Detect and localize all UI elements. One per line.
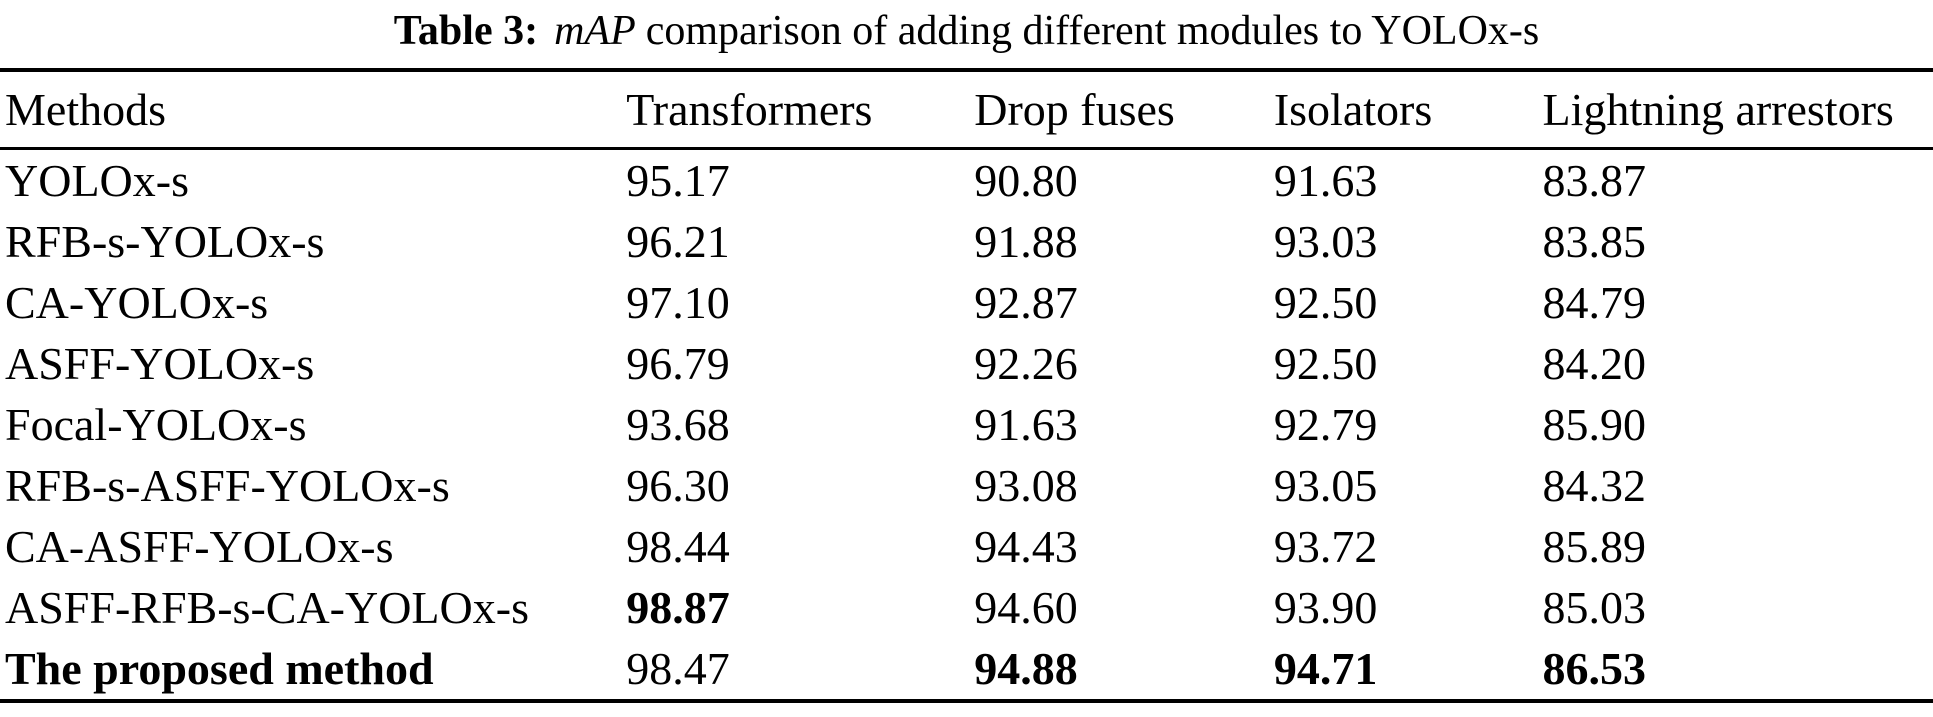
value-cell: 98.44 [626,521,730,572]
table-row: YOLOx-s 95.17 90.80 91.63 83.87 [0,149,1933,212]
value-cell: 93.68 [626,399,730,450]
value-cell: 92.87 [974,277,1078,328]
table-row: CA-ASFF-YOLOx-s 98.44 94.43 93.72 85.89 [0,516,1933,577]
value-cell: 93.08 [974,460,1078,511]
value-cell: 84.79 [1542,277,1647,328]
caption-text: comparison of adding different modules t… [645,8,1540,54]
value-cell: 91.88 [974,216,1078,267]
value-cell: 92.50 [1273,338,1378,389]
value-cell: 94.88 [974,643,1078,694]
method-cell: CA-YOLOx-s [5,277,269,328]
value-cell: 97.10 [626,277,730,328]
value-cell: 85.89 [1542,521,1647,572]
value-cell: 92.50 [1273,277,1378,328]
caption-label: Table 3: [393,8,539,54]
value-cell: 85.03 [1542,582,1647,633]
column-header-methods: Methods [0,70,627,150]
value-cell: 98.87 [626,582,730,633]
table-row: RFB-s-YOLOx-s 96.21 91.88 93.03 83.85 [0,211,1933,272]
value-cell: 93.72 [1273,521,1378,572]
value-cell: 96.21 [626,216,730,267]
value-cell: 93.90 [1273,582,1378,633]
table-row: ASFF-YOLOx-s 96.79 92.26 92.50 84.20 [0,333,1933,394]
method-cell: ASFF-YOLOx-s [5,338,315,389]
value-cell: 98.47 [626,643,730,694]
value-cell: 91.63 [974,399,1078,450]
value-cell: 93.03 [1273,216,1378,267]
table-row: RFB-s-ASFF-YOLOx-s 96.30 93.08 93.05 84.32 [0,455,1933,516]
value-cell: 86.53 [1542,643,1647,694]
column-header-transformers: Transformers [626,70,975,150]
header-row: Methods Transformers Drop fuses Isolator… [0,70,1933,150]
value-cell: 94.71 [1273,643,1378,694]
value-cell: 94.60 [974,582,1078,633]
column-header-lightning-arrestors: Lightning arrestors [1542,70,1933,150]
value-cell: 83.87 [1542,155,1647,206]
column-header-isolators: Isolators [1273,70,1543,150]
value-cell: 84.32 [1542,460,1647,511]
value-cell: 96.79 [626,338,730,389]
method-cell: CA-ASFF-YOLOx-s [5,521,394,572]
value-cell: 91.63 [1273,155,1378,206]
method-cell: YOLOx-s [5,155,189,206]
caption-italic-term: mAP [554,8,636,54]
value-cell: 96.30 [626,460,730,511]
table-row: CA-YOLOx-s 97.10 92.87 92.50 84.79 [0,272,1933,333]
table-caption: Table 3: mAP comparison of adding differen… [0,0,1933,54]
method-cell: RFB-s-YOLOx-s [5,216,325,267]
column-header-drop-fuses: Drop fuses [974,70,1274,150]
table-row: The proposed method 98.47 94.88 94.71 86.53 [0,638,1933,701]
value-cell: 95.17 [626,155,730,206]
value-cell: 93.05 [1273,460,1378,511]
value-cell: 90.80 [974,155,1078,206]
value-cell: 85.90 [1542,399,1647,450]
value-cell: 84.20 [1542,338,1647,389]
value-cell: 94.43 [974,521,1078,572]
value-cell: 92.26 [974,338,1078,389]
method-cell: RFB-s-ASFF-YOLOx-s [5,460,450,511]
value-cell: 83.85 [1542,216,1647,267]
value-cell: 92.79 [1273,399,1378,450]
table-row: ASFF-RFB-s-CA-YOLOx-s 98.87 94.60 93.90 85.0… [0,577,1933,638]
table-row: Focal-YOLOx-s 93.68 91.63 92.79 85.90 [0,394,1933,455]
method-cell: ASFF-RFB-s-CA-YOLOx-s [5,582,529,633]
map-comparison-table: Methods Transformers Drop fuses Isolator… [0,68,1933,703]
method-cell: Focal-YOLOx-s [5,399,307,450]
method-cell: The proposed method [5,643,434,694]
